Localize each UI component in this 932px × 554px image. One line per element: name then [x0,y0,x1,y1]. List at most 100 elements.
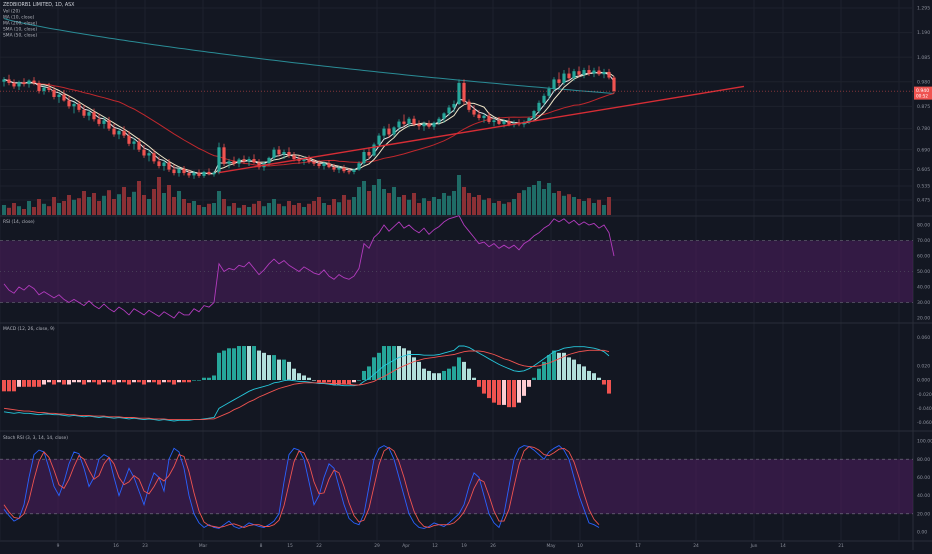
time-axis-label: 12 [432,543,438,549]
volume-bar [597,199,601,215]
volume-bar [582,201,586,215]
macd-histogram-bar [442,370,446,380]
candle-body [532,111,536,119]
time-axis-label: Mar [199,543,207,549]
candle-body [452,104,456,108]
macd-histogram-bar [597,377,601,380]
macd-tick-label: -0.040 [917,406,932,412]
candle-body [277,149,281,155]
macd-histogram-bar [162,380,166,383]
price-tick-label: 1.190 [917,30,930,36]
candle-body [552,79,556,89]
volume-bar [602,205,606,215]
volume-bar [482,199,486,215]
volume-bar [337,202,341,215]
volume-bar [577,199,581,215]
volume-bar [177,191,181,215]
macd-histogram-bar [252,346,256,380]
macd-histogram-bar [552,350,556,380]
volume-bar [247,207,251,215]
candle-body [92,112,96,120]
macd-histogram-bar [542,361,546,380]
macd-histogram-bar [22,380,26,387]
candle-body [317,163,321,167]
candle-body [472,109,476,115]
volume-bar [227,206,231,215]
volume-bar [57,203,61,215]
macd-histogram-bar [342,380,346,385]
macd-histogram-bar [287,361,291,380]
macd-histogram-bar [492,380,496,403]
candle-body [572,71,576,79]
volume-bar [377,179,381,215]
candle-body [407,118,411,124]
volume-bar [27,201,31,215]
time-axis-label: 14 [780,543,786,549]
volume-bar [17,206,21,215]
macd-histogram-bar [562,352,566,380]
volume-bar [527,187,531,215]
stoch-tick-label: 20.00 [917,511,930,517]
time-axis-label: 29 [374,543,380,549]
volume-bar [392,187,396,215]
macd-histogram-bar [497,380,501,405]
candle-body [507,121,511,126]
volume-bar [407,199,411,215]
candle-body [362,152,366,164]
macd-tick-label: -0.060 [917,420,932,426]
macd-histogram-bar [177,380,181,383]
volume-bar [447,195,451,215]
volume-bar [452,191,456,215]
volume-bar [162,193,166,215]
macd-histogram-bar [327,380,331,383]
macd-histogram-bar [547,355,551,380]
macd-histogram-bar [347,380,351,385]
volume-bar [327,205,331,215]
volume-bar [382,189,386,215]
stoch-pane-label: Stoch RSI (3, 3, 14, 14, close) [3,435,68,441]
volume-bar [62,201,66,215]
price-tick-label: 0.875 [917,104,930,110]
volume-bar [277,203,281,215]
time-axis-label: Apr [402,543,410,549]
candle-body [377,135,381,145]
ma-200-line [3,18,615,94]
candle-body [177,168,181,174]
time-axis-label: May [546,543,555,549]
volume-bar [467,193,471,215]
macd-histogram-bar [147,380,151,383]
volume-bar [557,191,561,215]
volume-bar [102,195,106,215]
macd-histogram-bar [307,377,311,380]
volume-bar [292,205,296,215]
volume-bar [2,205,6,215]
candle-body [97,119,101,124]
volume-bar [322,203,326,215]
macd-pane-label: MACD (12, 26, close, 9) [3,326,55,332]
macd-histogram-bar [352,380,356,383]
time-axis-label: 24 [693,543,699,549]
volume-bar [212,203,216,215]
volume-bar [197,205,201,215]
macd-histogram-bar [572,359,576,380]
volume-bar [32,207,36,215]
macd-histogram-bar [522,380,526,396]
candle-body [162,162,166,167]
volume-bar [412,193,416,215]
macd-histogram-bar [502,380,506,405]
macd-histogram-bar [432,373,436,380]
candle-body [112,128,116,135]
candle-body [502,121,506,124]
price-tick-label: 0.605 [917,167,930,173]
macd-histogram-bar [217,352,221,380]
price-tick-label: 0.475 [917,198,930,204]
macd-histogram-bar [377,352,381,380]
volume-bar [417,203,421,215]
volume-bar [97,201,101,215]
volume-bar [122,187,126,215]
candle-body [72,104,76,107]
candle-body [57,94,61,97]
volume-bar [357,187,361,215]
time-axis-label: 21 [838,543,844,549]
